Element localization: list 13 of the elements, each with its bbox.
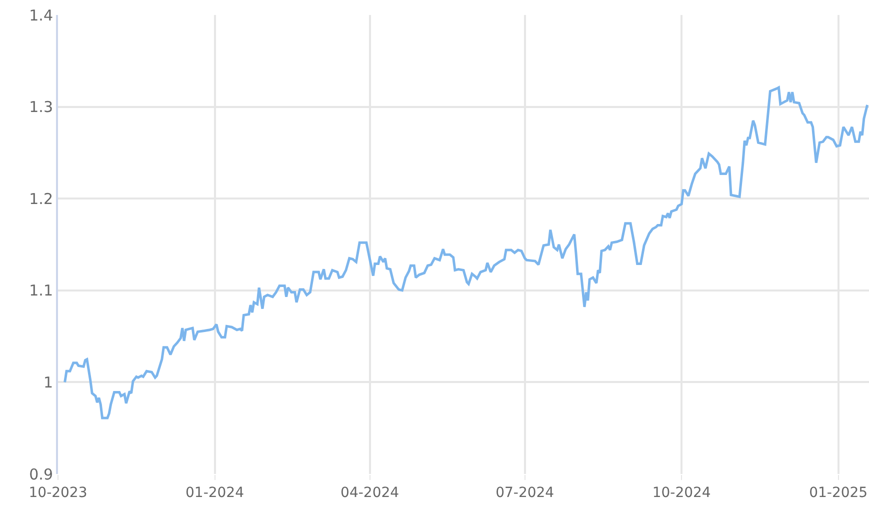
x-tick-label: 07-2024 — [496, 484, 554, 501]
y-tick-label: 1.2 — [29, 190, 53, 208]
x-tick-label: 01-2024 — [186, 484, 244, 501]
x-tick-label: 10-2024 — [652, 484, 711, 501]
y-tick-label: 1.3 — [29, 98, 53, 116]
y-tick-label: 1 — [43, 373, 53, 392]
y-tick-label: 1.1 — [29, 282, 53, 300]
x-tick-label: 01-2025 — [809, 484, 868, 501]
x-tick-label: 10-2023 — [28, 484, 88, 501]
y-tick-label: 1.4 — [29, 6, 53, 24]
y-tick-label: 0.9 — [29, 465, 53, 484]
x-tick-label: 04-2024 — [340, 484, 400, 501]
line-series — [64, 86, 869, 420]
